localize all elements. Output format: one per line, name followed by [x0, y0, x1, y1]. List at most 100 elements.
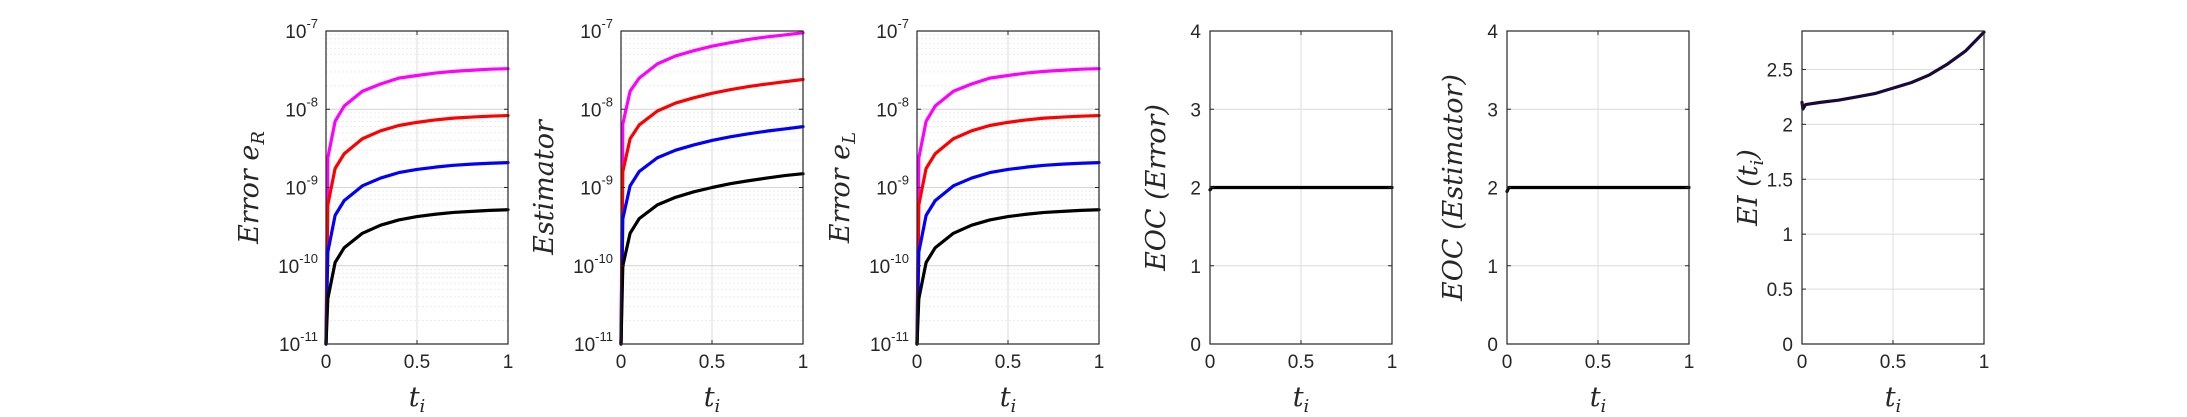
x-tick-label: 1 — [1094, 352, 1105, 373]
y-axis-label-base: EOC (Estimator) — [1438, 74, 1469, 302]
x-axis-label-sub: i — [420, 396, 426, 417]
x-tick-label: 0 — [321, 352, 332, 373]
y-axis-label-base: Error e — [825, 144, 856, 244]
y-tick-exponent: -11 — [300, 329, 318, 344]
y-tick-exponent: -8 — [897, 94, 909, 109]
y-tick-exponent: -7 — [897, 16, 909, 31]
y-tick-label: 10-11 — [870, 329, 909, 356]
series-line-4 — [915, 208, 1101, 346]
y-tick-exponent: -8 — [601, 94, 613, 109]
x-axis-label-base: t — [1885, 382, 1896, 413]
series-line-1 — [1800, 30, 1986, 111]
y-tick-exponent: -7 — [601, 16, 613, 31]
x-axis-label-sub: i — [1896, 396, 1902, 417]
y-axis-label-base: EOC (Error) — [1141, 104, 1172, 272]
series-line-3 — [324, 161, 510, 346]
y-tick-label: 1 — [1487, 257, 1498, 278]
x-tick-label: 1 — [1387, 352, 1398, 373]
subplot-1: 0 0.5 1 10-11 10-10 10-9 10-8 10-7 ti Error eR — [234, 16, 513, 417]
y-tick-label: 10-7 — [580, 16, 613, 43]
y-tick-label: 10-10 — [869, 251, 909, 278]
y-tick-exponent: -9 — [601, 173, 613, 188]
y-tick-label: 2 — [1190, 179, 1201, 200]
y-tick-label: 0 — [1782, 335, 1793, 356]
x-tick-label: 0.5 — [1880, 352, 1906, 373]
x-tick-label: 0.5 — [1288, 352, 1314, 373]
y-tick-label: 10-8 — [876, 94, 909, 121]
y-tick-exponent: -8 — [306, 94, 318, 109]
x-tick-label: 0 — [616, 352, 627, 373]
y-tick-label: 10-10 — [573, 251, 613, 278]
x-axis-label-sub: i — [715, 396, 721, 417]
x-axis-label: ti — [1293, 382, 1310, 417]
subplot-5: 0 0.5 1 0 1 2 3 4 ti EOC (Estimator) — [1438, 22, 1694, 417]
x-axis-label-base: t — [1590, 382, 1601, 413]
x-axis-label-base: t — [409, 382, 420, 413]
y-axis-label-base: Estimator — [529, 118, 560, 256]
y-tick-label: 3 — [1190, 100, 1201, 121]
y-tick-label: 1 — [1190, 257, 1201, 278]
x-axis-label-sub: i — [1011, 396, 1017, 417]
subplot-3: 0 0.5 1 10-11 10-10 10-9 10-8 10-7 ti Error eL — [825, 16, 1104, 417]
x-axis-label: ti — [1000, 382, 1017, 417]
x-axis-label: ti — [409, 382, 426, 417]
x-axis-label-sub: i — [1601, 396, 1607, 417]
y-tick-label: 10-9 — [580, 173, 613, 200]
y-tick-label: 10-8 — [580, 94, 613, 121]
y-axis-label: EI (ti) — [1733, 149, 1768, 227]
series-line-2 — [324, 113, 510, 346]
y-tick-label: 10-7 — [876, 16, 909, 43]
x-axis-label-base: t — [704, 382, 715, 413]
y-axis-label-base: Error e — [234, 145, 265, 245]
y-tick-label: 10-10 — [278, 251, 318, 278]
y-tick-label: 4 — [1190, 22, 1201, 43]
y-tick-exponent: -7 — [306, 16, 318, 31]
series-line-4 — [324, 208, 510, 346]
y-tick-exponent: -10 — [299, 251, 318, 266]
x-tick-label: 0 — [912, 352, 923, 373]
y-tick-label: 1.5 — [1767, 170, 1793, 191]
subplot-4: 0 0.5 1 0 1 2 3 4 ti EOC (Error) — [1141, 22, 1397, 417]
y-tick-exponent: -9 — [897, 173, 909, 188]
y-axis-label: Estimator — [529, 118, 560, 256]
y-tick-label: 10-11 — [574, 329, 613, 356]
y-axis-label-base: EI (t — [1733, 165, 1764, 226]
y-tick-label: 10-9 — [876, 173, 909, 200]
y-tick-label: 10-7 — [285, 16, 318, 43]
y-tick-label: 10-9 — [285, 173, 318, 200]
x-tick-label: 1 — [503, 352, 514, 373]
series-line-3 — [915, 161, 1101, 346]
series-line-2 — [619, 77, 805, 346]
y-tick-label: 3 — [1487, 100, 1498, 121]
y-tick-label: 0 — [1190, 335, 1201, 356]
x-axis-label: ti — [1590, 382, 1607, 417]
x-tick-label: 0 — [1205, 352, 1216, 373]
x-tick-label: 0.5 — [995, 352, 1021, 373]
x-tick-label: 0 — [1502, 352, 1513, 373]
x-tick-label: 1 — [1979, 352, 1990, 373]
y-axis-label: EOC (Error) — [1141, 104, 1172, 272]
y-tick-label: 0.5 — [1767, 280, 1793, 301]
x-tick-label: 0.5 — [404, 352, 430, 373]
y-tick-exponent: -9 — [306, 173, 318, 188]
y-axis-label: Error eL — [825, 132, 860, 244]
y-tick-label: 10-11 — [279, 329, 318, 356]
y-axis-label-sub: L — [839, 132, 860, 145]
x-tick-label: 0.5 — [699, 352, 725, 373]
x-axis-label-base: t — [1000, 382, 1011, 413]
subplot-2: 0 0.5 1 10-11 10-10 10-9 10-8 10-7 ti Estimator — [529, 16, 808, 417]
series-line-2 — [915, 113, 1101, 346]
series-line-1 — [619, 31, 805, 346]
y-tick-label: 1 — [1782, 225, 1793, 246]
y-axis-label-sub: i — [1747, 160, 1768, 166]
y-tick-label: 10-8 — [285, 94, 318, 121]
x-tick-label: 0.5 — [1585, 352, 1611, 373]
series-line-4 — [619, 172, 805, 346]
x-axis-label: ti — [1885, 382, 1902, 417]
y-tick-exponent: -11 — [595, 329, 613, 344]
series-line-1 — [324, 67, 510, 346]
x-axis-label-base: t — [1293, 382, 1304, 413]
y-tick-label: 2 — [1782, 115, 1793, 136]
